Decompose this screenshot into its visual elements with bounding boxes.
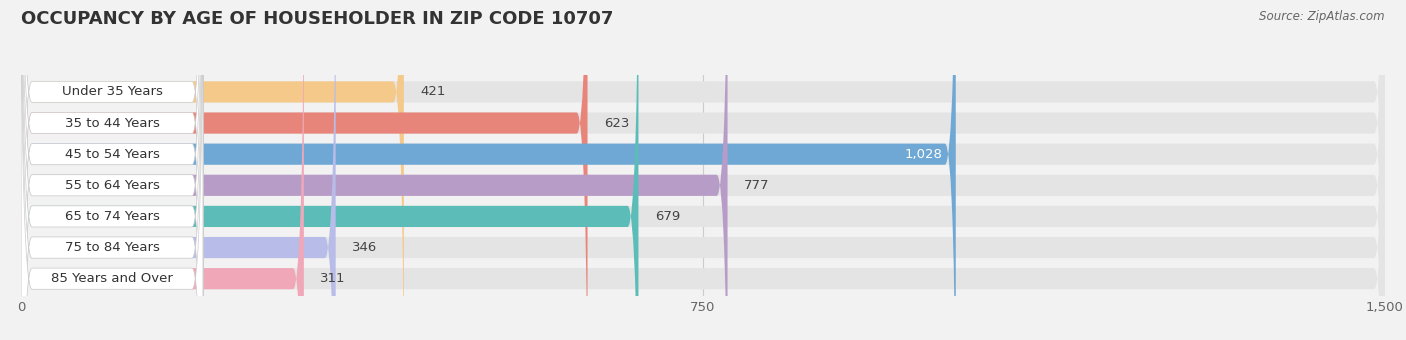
FancyBboxPatch shape [21,0,1385,340]
Text: 421: 421 [420,85,446,98]
Text: 777: 777 [744,179,769,192]
Text: 1,028: 1,028 [904,148,942,161]
Text: Source: ZipAtlas.com: Source: ZipAtlas.com [1260,10,1385,23]
Text: 65 to 74 Years: 65 to 74 Years [65,210,159,223]
FancyBboxPatch shape [21,0,1385,340]
FancyBboxPatch shape [21,0,304,340]
FancyBboxPatch shape [21,0,404,340]
FancyBboxPatch shape [21,0,336,340]
FancyBboxPatch shape [21,0,202,340]
Text: 623: 623 [605,117,630,130]
Text: OCCUPANCY BY AGE OF HOUSEHOLDER IN ZIP CODE 10707: OCCUPANCY BY AGE OF HOUSEHOLDER IN ZIP C… [21,10,613,28]
Text: 679: 679 [655,210,681,223]
Text: 35 to 44 Years: 35 to 44 Years [65,117,159,130]
FancyBboxPatch shape [21,0,202,340]
FancyBboxPatch shape [21,0,1385,340]
FancyBboxPatch shape [21,0,202,340]
Text: 85 Years and Over: 85 Years and Over [51,272,173,285]
Text: 45 to 54 Years: 45 to 54 Years [65,148,159,161]
FancyBboxPatch shape [21,0,1385,340]
Text: 55 to 64 Years: 55 to 64 Years [65,179,159,192]
Text: 75 to 84 Years: 75 to 84 Years [65,241,159,254]
FancyBboxPatch shape [21,0,202,340]
FancyBboxPatch shape [21,0,1385,340]
Text: Under 35 Years: Under 35 Years [62,85,163,98]
FancyBboxPatch shape [21,0,202,340]
FancyBboxPatch shape [21,0,638,340]
FancyBboxPatch shape [21,0,727,340]
FancyBboxPatch shape [21,0,1385,340]
FancyBboxPatch shape [21,0,588,340]
Text: 311: 311 [321,272,346,285]
FancyBboxPatch shape [21,0,956,340]
FancyBboxPatch shape [21,0,1385,340]
FancyBboxPatch shape [21,0,202,340]
FancyBboxPatch shape [21,0,202,340]
Text: 346: 346 [352,241,377,254]
